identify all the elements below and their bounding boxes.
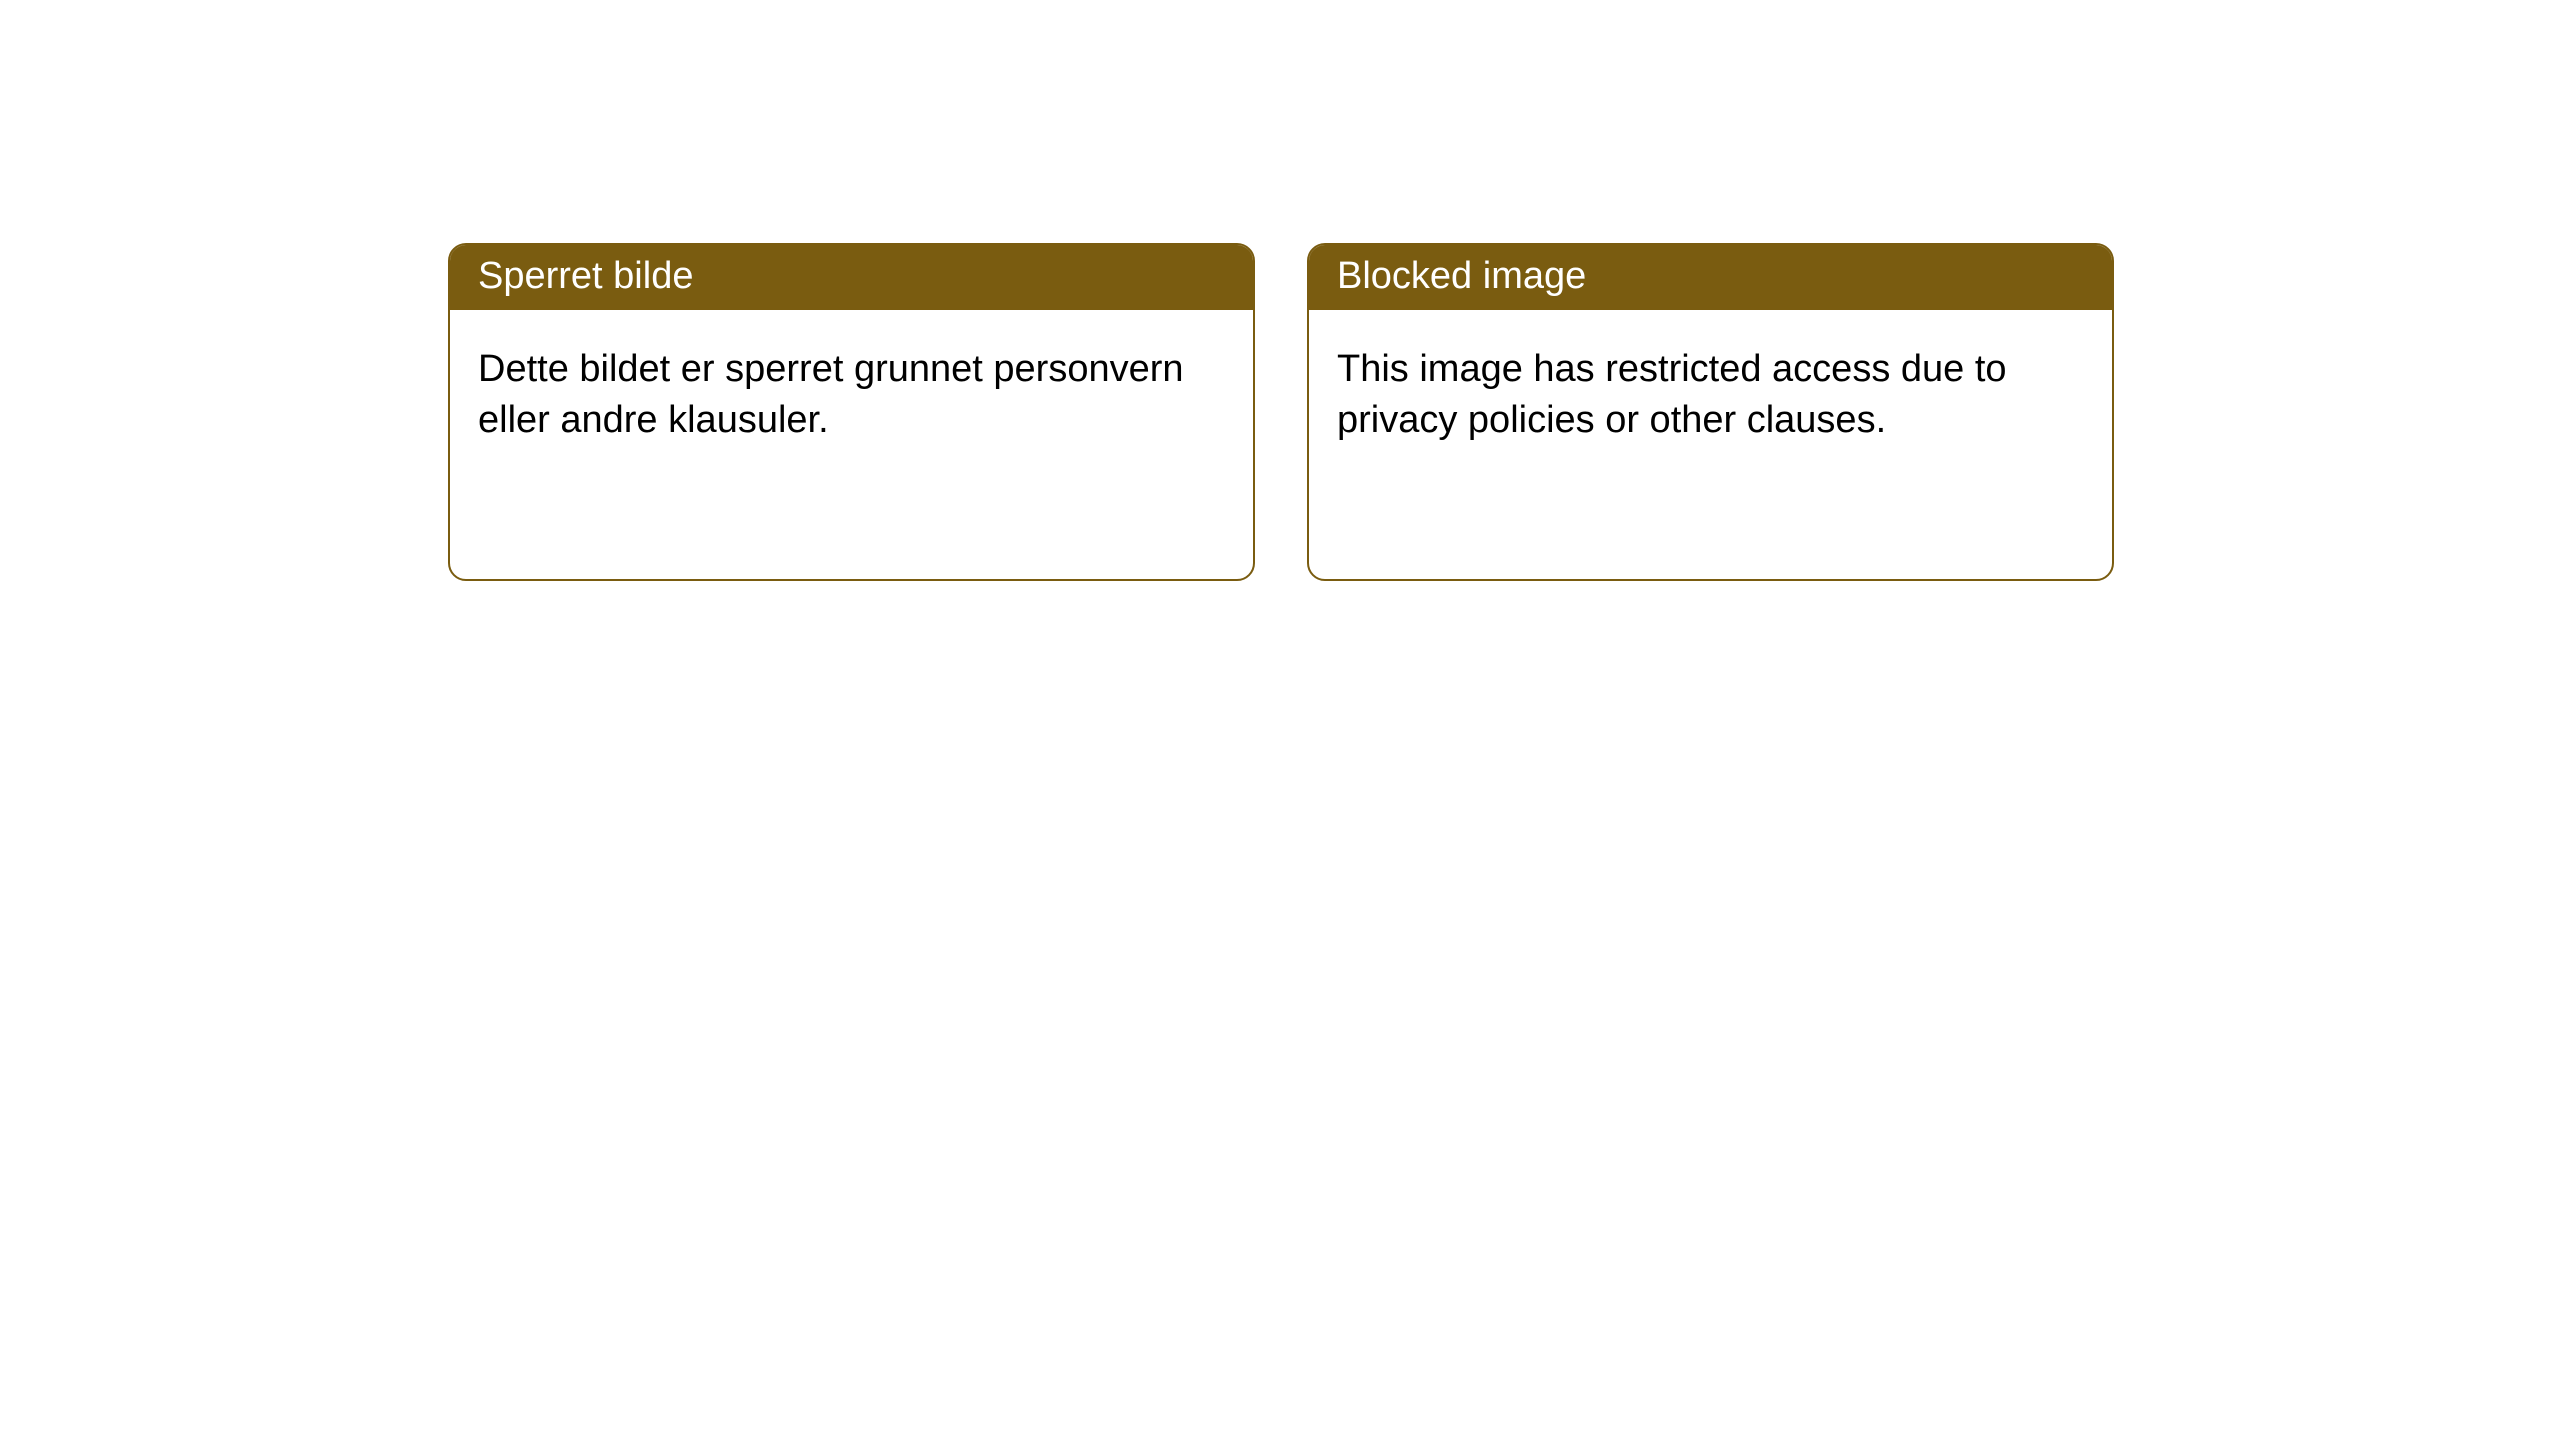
notice-body: This image has restricted access due to … [1309,310,2112,481]
notice-box-norwegian: Sperret bilde Dette bildet er sperret gr… [448,243,1255,581]
notice-body: Dette bildet er sperret grunnet personve… [450,310,1253,481]
notice-title: Sperret bilde [478,255,693,297]
notice-header: Blocked image [1309,245,2112,310]
notice-text: Dette bildet er sperret grunnet personve… [478,348,1184,441]
notice-title: Blocked image [1337,255,1586,297]
notice-box-english: Blocked image This image has restricted … [1307,243,2114,581]
notice-text: This image has restricted access due to … [1337,348,2007,441]
notice-container: Sperret bilde Dette bildet er sperret gr… [0,0,2560,581]
notice-header: Sperret bilde [450,245,1253,310]
